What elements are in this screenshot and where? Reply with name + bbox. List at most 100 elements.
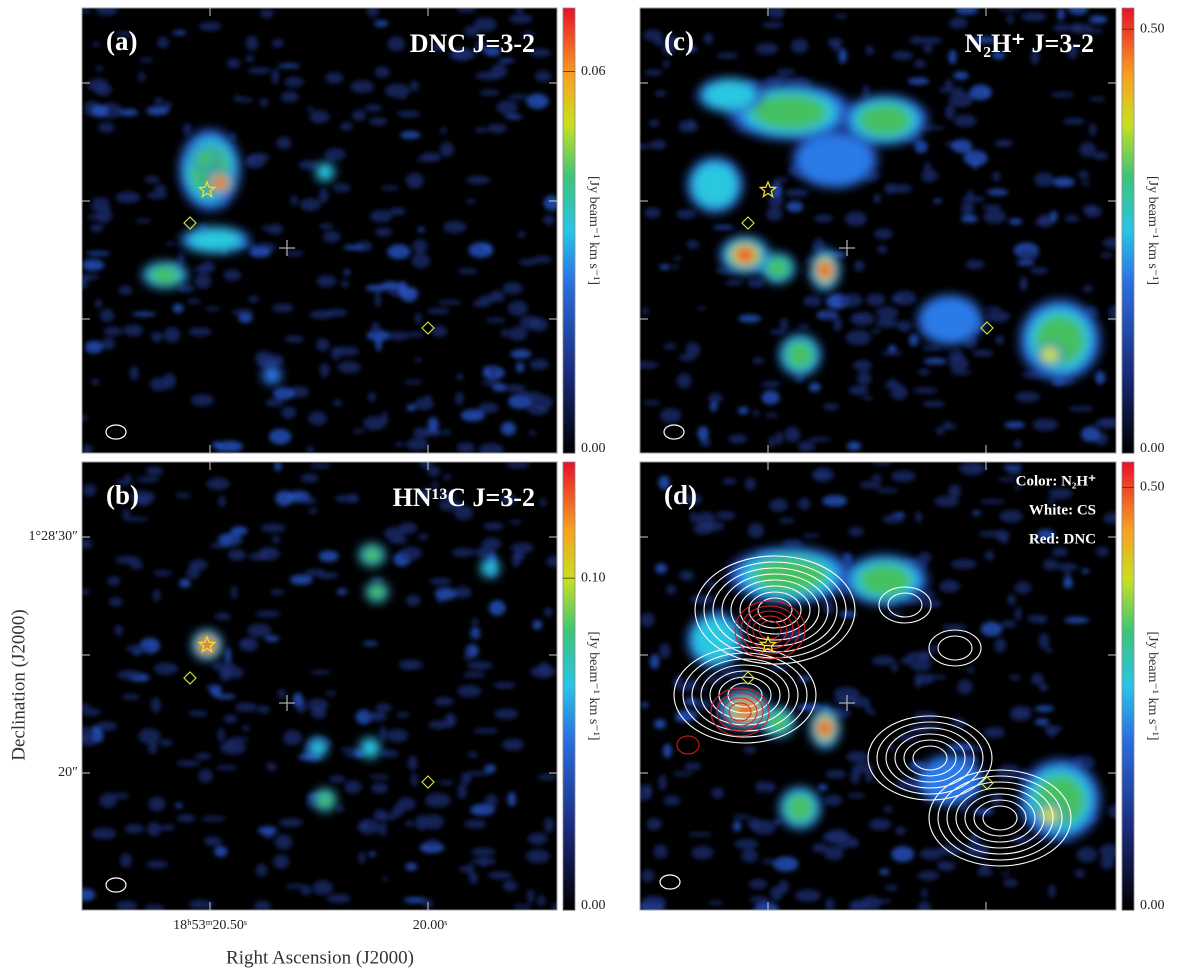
emission-noise [923,357,948,365]
emission-noise [425,839,440,848]
emission-noise [172,303,184,314]
emission-noise [1053,23,1072,32]
emission-noise [848,527,864,537]
emission-noise [98,122,115,133]
emission-noise [738,314,762,323]
diamond [183,216,197,230]
emission-noise [427,416,439,433]
emission-blob [316,163,334,181]
emission-noise [873,193,881,204]
emission-noise [834,13,849,19]
emission-noise [488,600,506,616]
emission-noise [808,437,832,442]
emission-noise [871,655,896,666]
emission-noise [1045,647,1053,653]
emission-noise [527,888,534,904]
emission-noise [678,120,699,133]
emission-noise [235,702,258,712]
emission-noise [230,526,248,536]
cs-contour [885,727,975,789]
emission-noise [748,879,768,890]
emission-noise [983,209,1006,224]
emission-noise [683,697,699,706]
emission-noise [434,587,457,601]
emission-noise [510,542,534,553]
emission-noise [941,624,968,632]
emission-blob [753,94,827,130]
emission-noise [831,40,841,52]
emission-noise [891,846,915,863]
emission-noise [862,84,870,99]
emission-noise [818,783,828,792]
emission-noise [1100,252,1114,258]
emission-noise [884,182,896,195]
emission-noise [472,299,491,308]
cs-contour [973,799,1027,837]
emission-noise [910,659,932,672]
emission-noise [715,511,736,520]
emission-noise [455,391,464,406]
emission-noise [648,119,660,128]
emission-noise [929,644,938,653]
emission-noise [374,292,382,308]
emission-noise [897,320,912,333]
emission-noise [773,856,799,872]
emission-noise [891,50,914,60]
emission-noise [144,175,160,184]
emission-noise [761,859,776,864]
emission-noise [270,589,285,595]
emission-noise [908,333,919,347]
emission-noise [484,794,498,808]
emission-blob [786,794,814,822]
emission-noise [411,253,431,269]
beam [105,424,127,440]
emission-noise [456,8,477,13]
emission-noise [99,308,115,323]
emission-noise [462,671,486,678]
emission-noise [552,902,557,910]
noise [640,8,1116,452]
emission-noise [643,29,663,42]
map-frame [639,461,1117,911]
colorbar-tick-label: 0.50 [1140,21,1165,36]
emission-noise [116,900,138,910]
colorbar-tick-label: 0.00 [581,441,606,456]
emission-noise [277,63,301,68]
emission-noise [484,47,501,57]
emission-noise [91,197,110,202]
emission-noise [271,39,284,48]
emission-noise [306,106,314,112]
emission-noise [880,351,905,356]
diamond [980,321,994,335]
emission-noise [457,783,467,799]
cross [279,240,295,256]
colorbar-tick-label: 0.06 [581,64,606,79]
emission-noise [888,344,897,353]
emission-noise [515,362,525,373]
cs-contour [876,721,984,795]
emission-noise [838,48,847,64]
emission-blob [195,149,215,167]
emission-noise [918,650,932,662]
emission-noise [257,826,278,835]
emission-noise [259,97,268,107]
emission-noise [966,848,990,858]
emission-noise [135,218,152,224]
emission-noise [352,109,367,122]
emission-noise [876,488,900,493]
emission-noise [1068,406,1094,412]
emission-noise [797,441,816,452]
emission-noise [425,793,451,808]
emission-noise [415,814,428,831]
emission-noise [471,632,482,639]
emission-noise [1035,217,1053,227]
emission-noise [664,34,679,49]
cs-contour [709,670,781,720]
emission [141,128,335,385]
emission-noise [308,508,318,514]
emission-noise [189,559,208,571]
emission-noise [678,683,695,692]
emission-noise [504,384,526,393]
emission-noise [217,728,225,742]
emission-noise [163,327,181,343]
